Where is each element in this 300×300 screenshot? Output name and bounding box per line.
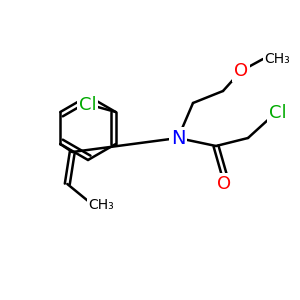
Text: CH₃: CH₃ [264, 52, 290, 66]
Text: CH₃: CH₃ [88, 198, 114, 212]
Text: Cl: Cl [269, 104, 287, 122]
Text: N: N [171, 128, 185, 148]
Text: Cl: Cl [79, 96, 97, 114]
Text: O: O [234, 62, 248, 80]
Text: O: O [217, 175, 231, 193]
